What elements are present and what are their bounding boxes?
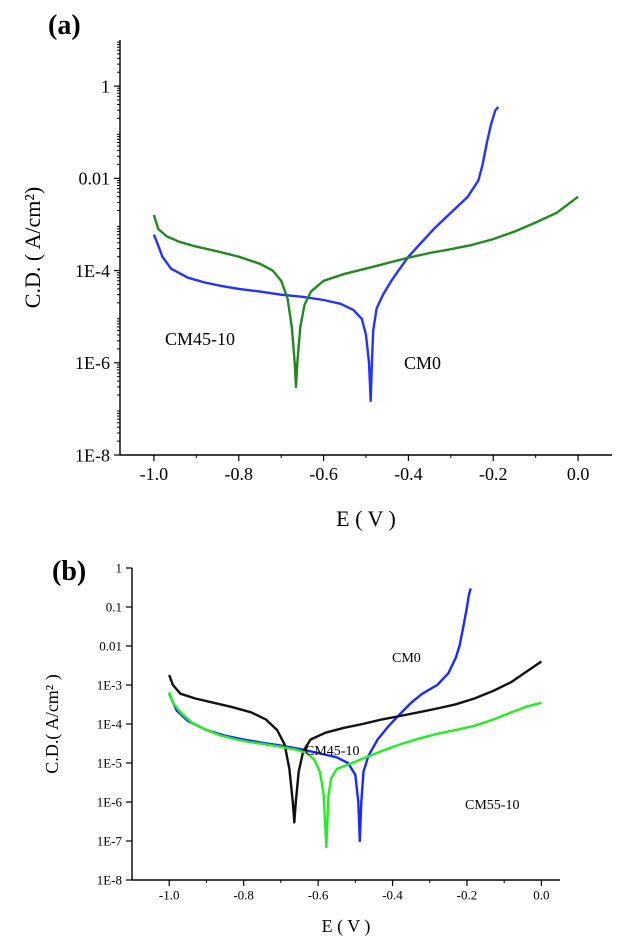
y-tick-label: 1E-3 [97, 678, 122, 693]
x-axis-label: E ( V ) [322, 916, 371, 937]
x-tick-label: -0.6 [308, 888, 329, 903]
y-tick-label: 1E-7 [97, 834, 123, 849]
y-axis-label: C.D.( A/cm² ) [42, 674, 63, 773]
x-axis-label: E ( V ) [336, 506, 396, 531]
x-tick-label: -0.8 [233, 888, 254, 903]
y-tick-label: 1E-4 [97, 717, 123, 732]
series-line-cm45-10 [168, 660, 543, 824]
panel-label: (a) [48, 10, 81, 41]
series-line-cm0 [168, 588, 472, 843]
x-tick-label: -1.0 [159, 888, 180, 903]
y-tick-label: 1E-5 [97, 756, 122, 771]
y-tick-label: 0.1 [106, 600, 122, 615]
x-tick-label: 0.0 [533, 888, 549, 903]
y-axis-label: C.D. ( A/cm²) [20, 187, 45, 308]
series-annotation: CM55-10 [465, 798, 519, 813]
series-annotation: CM45-10 [305, 744, 359, 759]
chart-panel-b: (b) 1E-8 1E-7 1E-6 1E-5 1E-4 1E-3 0.01 0.1 1 -1.0 -… [42, 556, 560, 937]
series-annotation: CM0 [404, 353, 441, 373]
y-tick-label: 1E-6 [97, 795, 123, 810]
x-tick-label: -1.0 [140, 464, 169, 484]
panel-label: (b) [52, 556, 86, 587]
y-tick-label: 1E-8 [75, 445, 110, 465]
series-line-cm0 [152, 106, 500, 402]
y-tick-label: 1 [101, 76, 110, 96]
y-tick-label: 1E-8 [97, 873, 122, 888]
y-tick-label: 0.01 [79, 169, 111, 189]
x-tick-label: -0.2 [479, 464, 508, 484]
series-line-cm45-10 [152, 195, 579, 389]
y-tick-label: 0.01 [99, 639, 122, 654]
x-tick-label: 0.0 [567, 464, 590, 484]
y-tick-label: 1E-6 [75, 353, 110, 373]
series-annotation: CM45-10 [165, 329, 235, 349]
y-tick-label: 1E-4 [75, 261, 110, 281]
x-tick-label: -0.6 [309, 464, 338, 484]
series-annotation: CM0 [392, 651, 421, 666]
y-tick-label: 1 [116, 561, 123, 576]
series-line-cm55-10 [168, 691, 542, 849]
x-tick-label: -0.2 [457, 888, 478, 903]
x-tick-label: -0.4 [394, 464, 423, 484]
x-tick-label: -0.8 [225, 464, 254, 484]
chart-panel-a: (a) 1E-8 1E-6 1E-4 0.01 1 -1.0 -0.8 -0.6 -0.4 -0.2… [20, 10, 612, 531]
x-tick-label: -0.4 [382, 888, 403, 903]
